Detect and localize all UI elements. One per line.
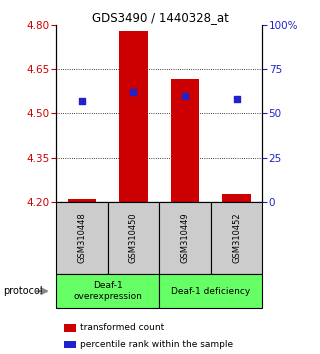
Bar (222, 194, 251, 202)
Bar (108, 202, 159, 274)
Text: transformed count: transformed count (80, 323, 164, 332)
Bar (211, 202, 262, 274)
Text: Deaf-1
overexpression: Deaf-1 overexpression (73, 281, 142, 301)
Text: Deaf-1 deficiency: Deaf-1 deficiency (171, 287, 251, 296)
Bar (171, 79, 199, 202)
Text: GSM310452: GSM310452 (232, 213, 241, 263)
Bar (56, 202, 108, 274)
Text: GDS3490 / 1440328_at: GDS3490 / 1440328_at (92, 11, 228, 24)
Text: protocol: protocol (3, 286, 43, 296)
Text: GSM310450: GSM310450 (129, 213, 138, 263)
Point (182, 93, 188, 98)
Text: GSM310448: GSM310448 (77, 213, 86, 263)
Text: GSM310449: GSM310449 (180, 213, 189, 263)
Point (79, 98, 84, 104)
Bar (159, 202, 211, 274)
Text: percentile rank within the sample: percentile rank within the sample (80, 339, 233, 349)
Point (234, 96, 239, 102)
Bar (68, 199, 96, 202)
Bar (119, 31, 148, 202)
Bar (56, 274, 159, 308)
Bar (159, 274, 262, 308)
Point (131, 89, 136, 95)
